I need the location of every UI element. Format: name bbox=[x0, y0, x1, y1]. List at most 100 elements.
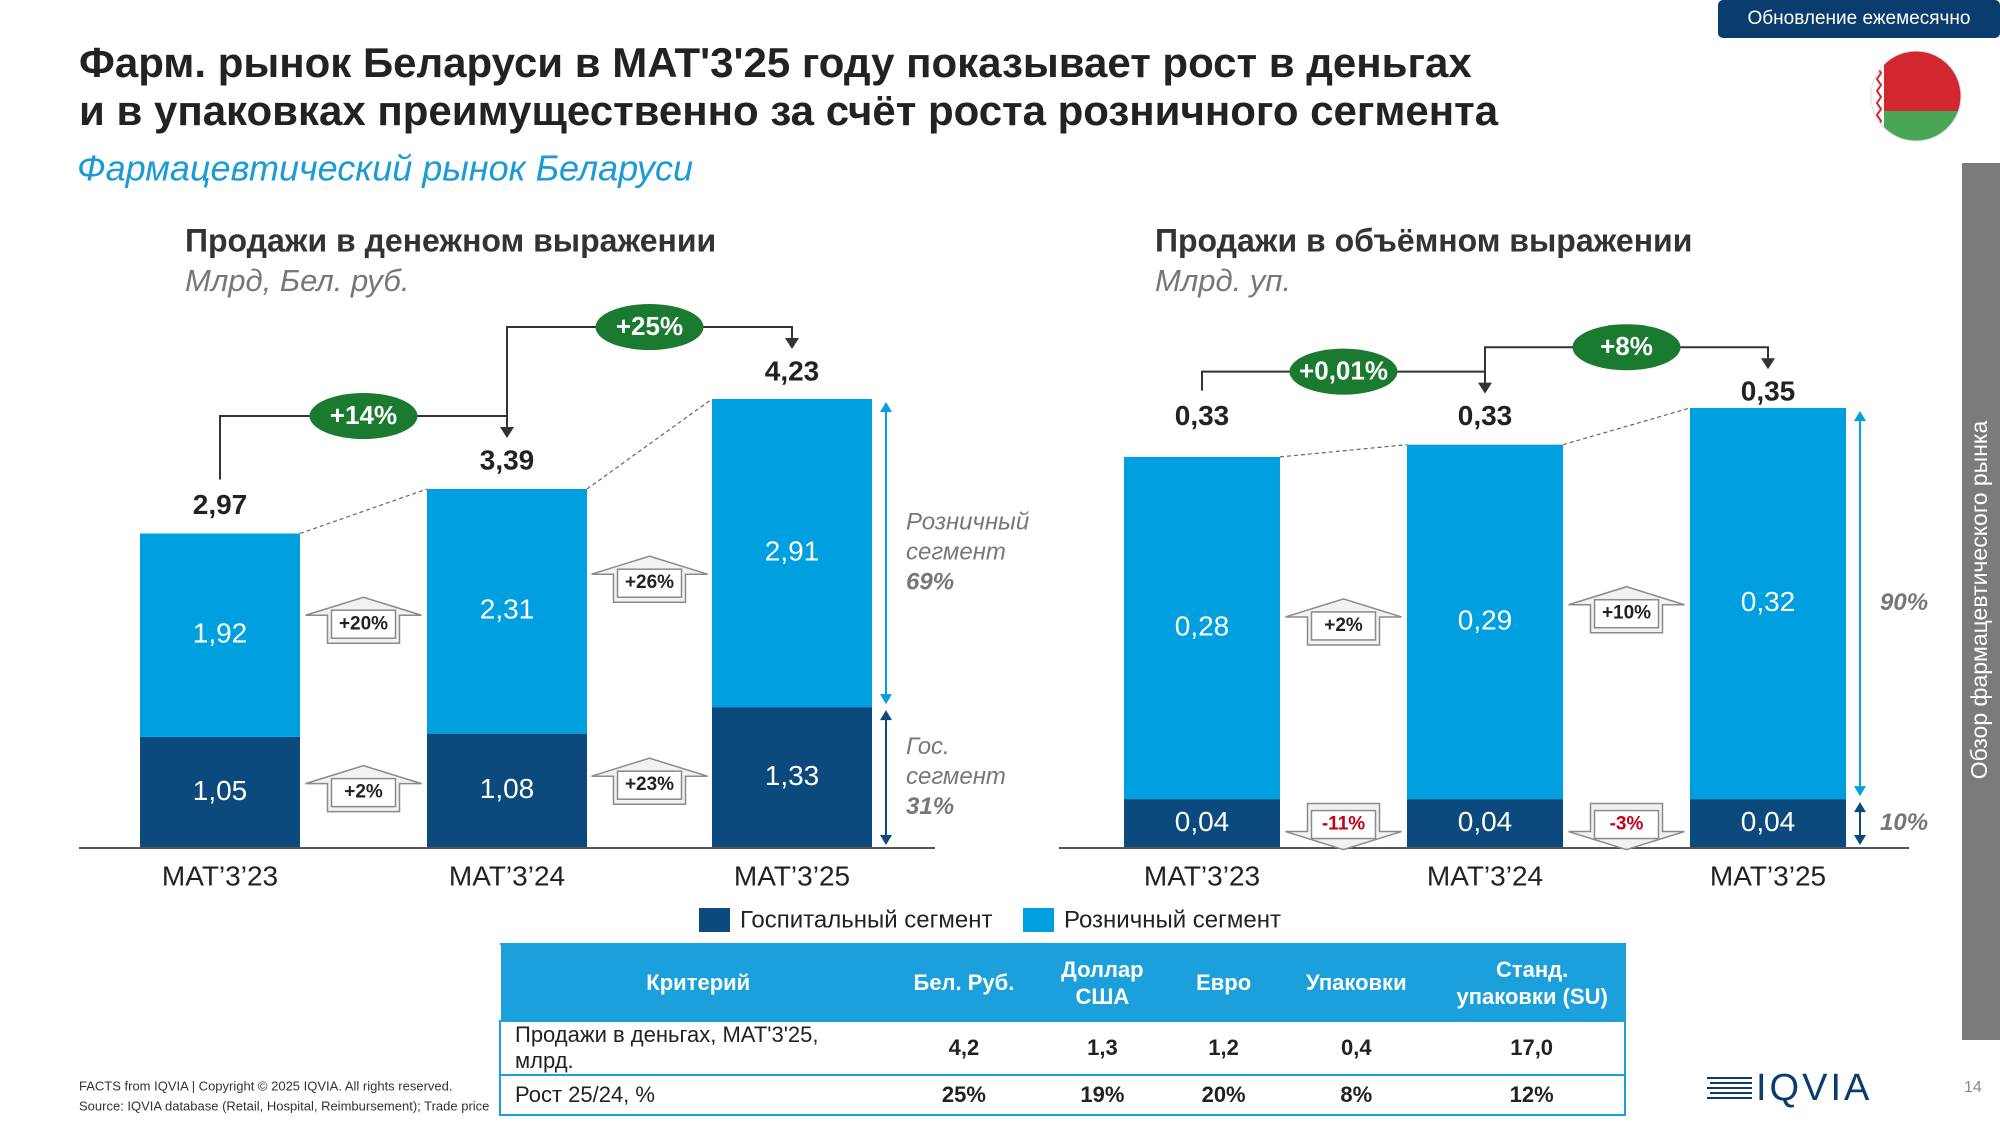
table-header-cell: Евро bbox=[1173, 943, 1275, 1022]
table-cell: 8% bbox=[1273, 1074, 1440, 1116]
x-tick-label: MAT’3’23 bbox=[1144, 860, 1260, 891]
share-arrow-head bbox=[880, 694, 892, 705]
share-arrow-head bbox=[1854, 786, 1866, 797]
bar-segment bbox=[1690, 408, 1846, 800]
bar-segment bbox=[140, 736, 300, 848]
growth-box bbox=[1310, 611, 1377, 641]
segment-label: 0,29 bbox=[1458, 604, 1513, 635]
share-label: 69% bbox=[906, 568, 954, 595]
share-arrow-head bbox=[1854, 411, 1866, 421]
segment-label: 0,32 bbox=[1741, 586, 1796, 617]
growth-label: +2% bbox=[1324, 615, 1363, 636]
summary-table: Критерий Бел. Руб. Доллар США Евро Упаковки С… bbox=[499, 943, 1626, 1116]
total-growth-label: +25% bbox=[616, 311, 683, 341]
total-growth-label: +0,01% bbox=[1299, 356, 1388, 386]
share-label: сегмент bbox=[906, 763, 1006, 790]
growth-box bbox=[616, 568, 683, 598]
x-tick-label: MAT’3’24 bbox=[1427, 860, 1543, 891]
table-header-cell: Станд. упаковки (SU) bbox=[1438, 943, 1626, 1022]
segment-label: 0,04 bbox=[1175, 806, 1230, 837]
segment-label: 1,33 bbox=[765, 760, 820, 791]
logo: IQVIA bbox=[1756, 1067, 1872, 1109]
table-header-row: Критерий Бел. Руб. Доллар США Евро Упаковки С… bbox=[499, 943, 1626, 1022]
legend-swatch bbox=[699, 908, 730, 932]
table-cell: 20% bbox=[1173, 1074, 1274, 1116]
growth-label: -11% bbox=[1322, 814, 1365, 835]
connector bbox=[1279, 444, 1408, 458]
segment-label: 0,28 bbox=[1175, 610, 1230, 641]
bar-segment bbox=[427, 489, 587, 734]
growth-label: +2% bbox=[344, 782, 383, 803]
growth-box bbox=[330, 777, 397, 808]
total-label: 0,35 bbox=[1741, 376, 1796, 407]
connector bbox=[586, 398, 713, 490]
bar-segment bbox=[1690, 799, 1846, 848]
total-label: 0,33 bbox=[1175, 400, 1230, 431]
segment-label: 0,04 bbox=[1741, 806, 1796, 837]
table-row: Продажи в деньгах, MAT'3'25, млрд. 4,2 1,3… bbox=[499, 1020, 1626, 1076]
growth-label: +26% bbox=[625, 572, 674, 593]
growth-box bbox=[616, 770, 683, 800]
page-number: 14 bbox=[1964, 1079, 1982, 1096]
growth-box bbox=[330, 609, 397, 639]
bar-segment bbox=[1124, 799, 1280, 848]
share-label: 10% bbox=[1880, 809, 1928, 836]
growth-label: +20% bbox=[339, 613, 388, 634]
x-tick-label: MAT’3’23 bbox=[162, 860, 278, 891]
bar-segment bbox=[712, 399, 872, 708]
total-label: 4,23 bbox=[765, 355, 820, 386]
table-header-cell: Доллар США bbox=[1030, 943, 1175, 1022]
bar-segment bbox=[1407, 444, 1563, 800]
copyright: FACTS from IQVIA | Copyright © 2025 IQVI… bbox=[79, 1078, 452, 1093]
table-row: Рост 25/24, % 25% 19% 20% 8% 12% bbox=[499, 1074, 1626, 1116]
badge bbox=[1718, 0, 2000, 38]
total-label: 3,39 bbox=[480, 444, 535, 475]
legend-swatch bbox=[1023, 908, 1054, 932]
connector bbox=[1562, 407, 1691, 446]
bar-segment bbox=[1407, 799, 1563, 848]
table-cell: 1,3 bbox=[1030, 1020, 1174, 1076]
table-header-cell: Критерий bbox=[499, 943, 898, 1022]
share-label: Гос. bbox=[906, 733, 950, 760]
table-cell: 0,4 bbox=[1273, 1020, 1440, 1076]
bar-segment bbox=[712, 707, 872, 848]
share-arrow-head bbox=[880, 835, 892, 845]
segment-label: 2,31 bbox=[480, 594, 535, 625]
bar-segment bbox=[140, 533, 300, 737]
growth-oval bbox=[595, 304, 704, 351]
share-arrow-head bbox=[1854, 802, 1866, 813]
x-tick-label: MAT’3’25 bbox=[1710, 860, 1826, 891]
legend-label: Розничный сегмент bbox=[1064, 906, 1281, 933]
segment-label: 0,04 bbox=[1458, 806, 1513, 837]
table-cell: 12% bbox=[1439, 1074, 1626, 1116]
segment-label: 1,92 bbox=[193, 618, 248, 649]
table-cell: Рост 25/24, % bbox=[499, 1074, 897, 1116]
bar-segment bbox=[427, 733, 587, 848]
share-arrow-head bbox=[880, 402, 892, 412]
growth-label: -3% bbox=[1610, 814, 1644, 835]
share-arrow-head bbox=[880, 710, 892, 721]
subtitle: Фармацевтический рынок Беларуси bbox=[77, 148, 693, 189]
total-growth-label: +14% bbox=[330, 400, 397, 430]
side-bar bbox=[1962, 163, 2000, 1040]
legend-label: Госпитальный сегмент bbox=[740, 906, 993, 933]
total-growth-label: +8% bbox=[1600, 331, 1653, 361]
connector bbox=[299, 488, 428, 535]
segment-label: 1,05 bbox=[193, 775, 248, 806]
table-header-cell: Бел. Руб. bbox=[896, 943, 1032, 1022]
growth-oval bbox=[1572, 324, 1681, 371]
total-label: 2,97 bbox=[193, 489, 248, 520]
flag-border bbox=[1870, 50, 1962, 142]
table-cell: Продажи в деньгах, MAT'3'25, млрд. bbox=[499, 1020, 897, 1076]
bracket-arrow bbox=[785, 338, 799, 350]
chart-subtitle: Млрд. уп. bbox=[1155, 263, 1291, 298]
growth-label: +10% bbox=[1602, 603, 1651, 624]
x-tick-label: MAT’3’25 bbox=[734, 860, 850, 891]
share-label: 90% bbox=[1880, 589, 1928, 616]
growth-box bbox=[1593, 809, 1660, 840]
segment-label: 1,08 bbox=[480, 773, 535, 804]
badge-text: Обновление ежемесячно bbox=[1748, 8, 1971, 29]
chart-title: Продажи в денежном выражении bbox=[185, 222, 716, 258]
